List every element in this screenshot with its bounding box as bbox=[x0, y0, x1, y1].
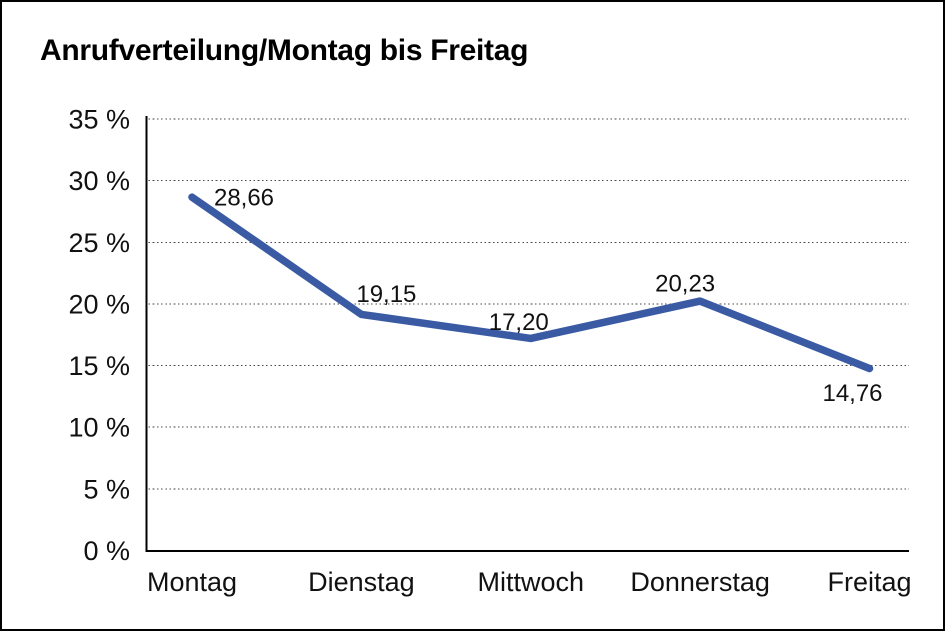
x-category-label: Dienstag bbox=[308, 567, 415, 597]
data-point-label: 14,76 bbox=[822, 380, 882, 407]
gridlines-group bbox=[148, 118, 909, 490]
y-tick-label: 10 % bbox=[68, 413, 130, 443]
y-tick-label: 30 % bbox=[68, 166, 130, 196]
y-tick-label: 25 % bbox=[68, 228, 130, 258]
y-tick-label: 35 % bbox=[68, 105, 130, 135]
x-category-label: Donnerstag bbox=[630, 567, 770, 597]
x-category-label: Freitag bbox=[827, 567, 911, 597]
chart-title: Anrufverteilung/Montag bis Freitag bbox=[40, 34, 529, 67]
y-tick-label: 15 % bbox=[68, 351, 130, 381]
data-point-label: 28,66 bbox=[214, 185, 274, 212]
data-point-label: 19,15 bbox=[356, 281, 416, 308]
data-point-label: 17,20 bbox=[489, 309, 549, 336]
y-tick-label: 5 % bbox=[83, 474, 130, 504]
axes-group bbox=[145, 116, 909, 552]
data-line bbox=[188, 193, 874, 373]
y-tick-label: 20 % bbox=[68, 289, 130, 319]
labels-group: 0 % 5 % 10 % 15 % 20 % 25 % 30 % 35 % Montag Dien… bbox=[68, 105, 911, 598]
x-category-label: Montag bbox=[147, 567, 237, 597]
x-category-label: Mittwoch bbox=[477, 567, 584, 597]
data-series-group bbox=[188, 193, 874, 373]
y-tick-label: 0 % bbox=[83, 536, 130, 566]
data-point-label: 20,23 bbox=[655, 271, 715, 298]
